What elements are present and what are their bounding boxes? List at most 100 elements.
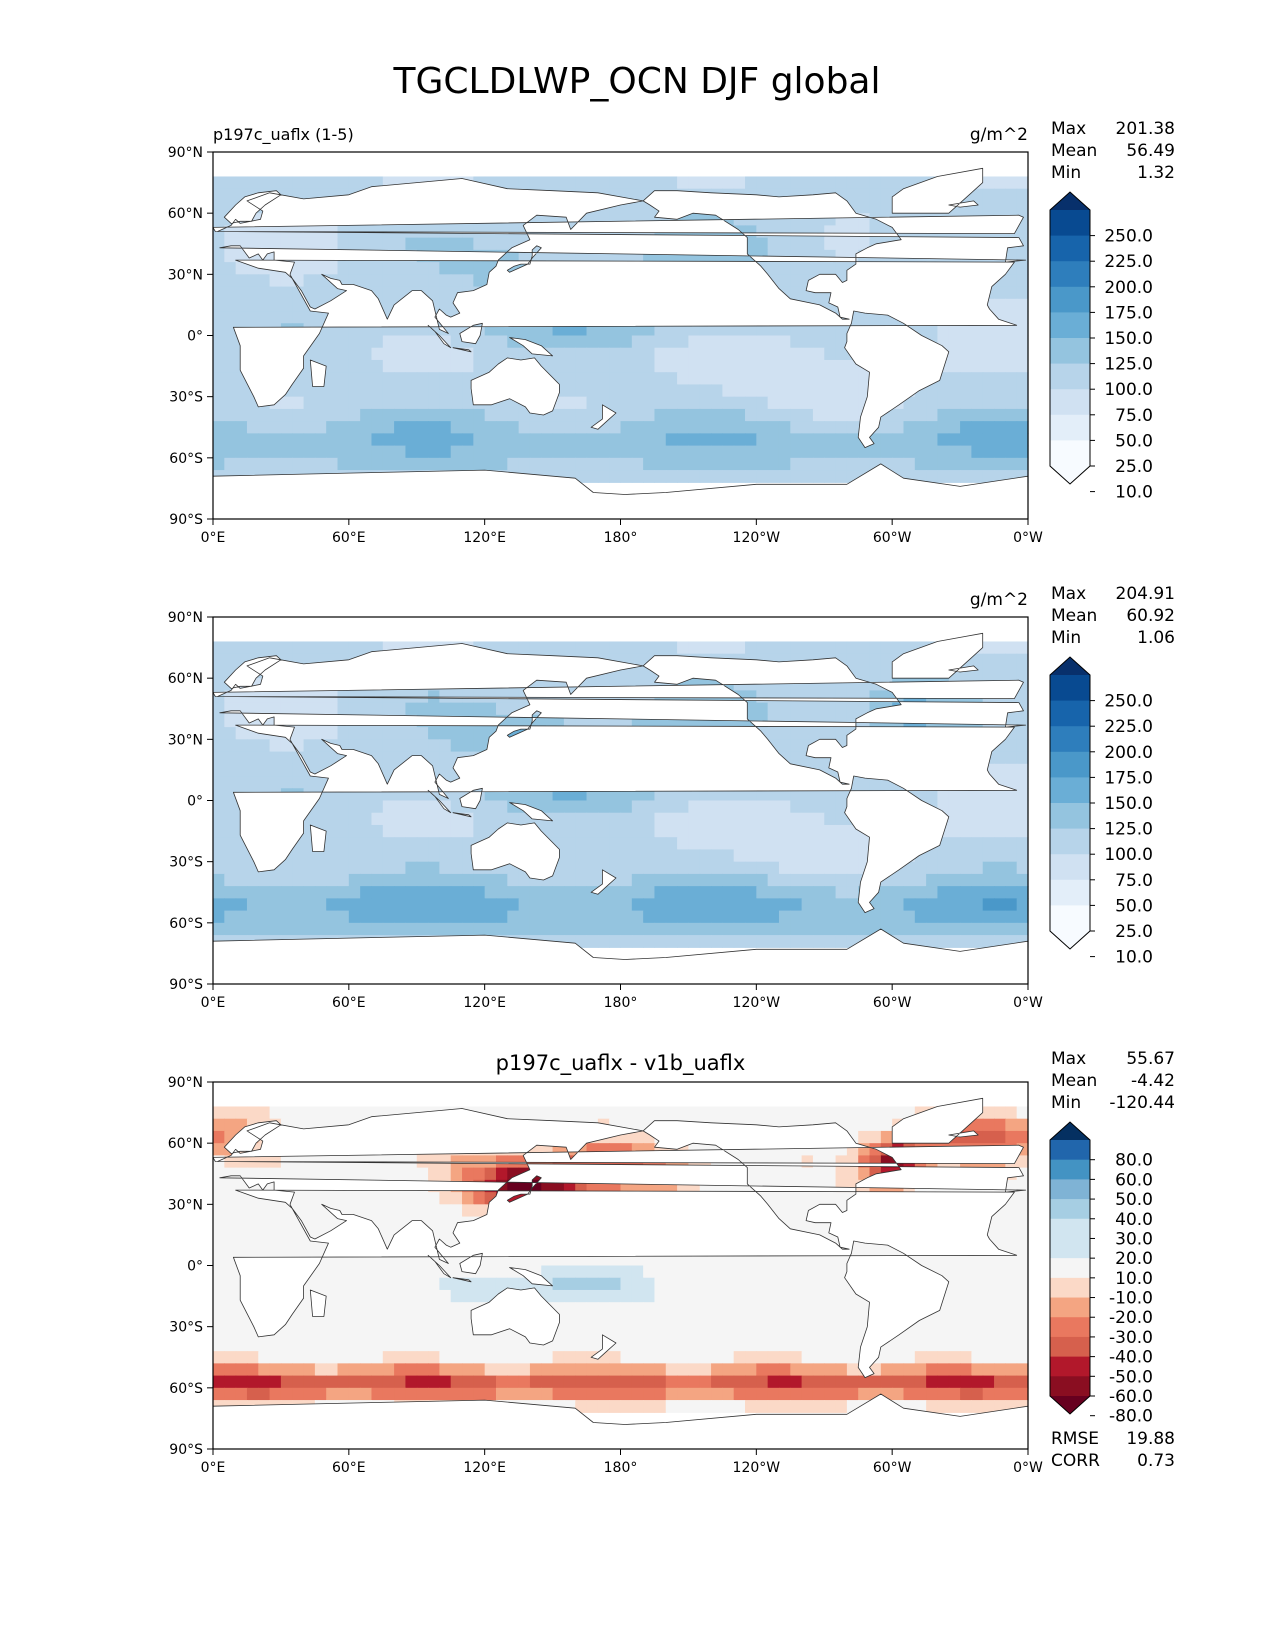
field-cell [745,421,757,434]
field-cell [722,1277,735,1291]
field-cell [416,1204,429,1218]
field-cell [665,433,678,447]
field-cell [563,1179,576,1193]
field-cell [348,1192,361,1205]
field-cell [269,739,282,753]
field-cell [937,433,950,447]
field-cell [688,347,701,361]
field-cell [914,886,927,899]
field-cell [246,702,259,716]
field-cell [733,445,746,459]
field-cell [778,751,791,765]
field-cell [767,935,780,948]
field-cell [824,922,837,936]
field-cell [439,298,452,312]
field-cell [960,935,972,948]
field-cell [405,1167,418,1181]
field-cell [563,384,576,398]
field-cell [665,457,678,471]
field-cell [394,873,407,887]
field-cell [473,1167,486,1181]
field-cell [575,898,588,912]
field-cell [292,311,305,324]
field-cell [960,1302,972,1316]
field-cell [303,1277,316,1291]
field-cell [994,739,1006,753]
field-cell [711,922,723,936]
field-cell [597,788,610,802]
field-cell [495,396,508,410]
field-cell [631,1265,644,1279]
field-cell [394,788,407,802]
field-cell [620,1265,633,1279]
field-cell [597,714,610,728]
field-cell [473,445,486,459]
field-cell [326,1265,339,1279]
field-cell [462,384,474,398]
field-cell [778,457,791,471]
field-cell [994,335,1006,349]
colorbar-segment [1050,235,1090,262]
field-cell [280,408,293,422]
field-cell [235,1167,248,1181]
field-cell [360,323,373,337]
field-cell [767,323,780,337]
field-cell [586,408,599,422]
field-cell [416,886,429,899]
field-cell [597,1143,610,1156]
field-cell [224,1228,237,1242]
field-cell [756,457,769,471]
field-cell [892,176,905,190]
colorbar-segment [1050,440,1090,467]
field-cell [337,323,350,337]
field-cell [620,433,633,447]
field-cell [722,372,735,386]
field-cell [303,262,316,275]
field-cell [643,445,656,459]
field-cell [224,665,237,679]
field-cell [722,788,735,802]
field-cell [394,1216,407,1230]
field-cell [552,372,565,386]
field-cell [597,922,610,936]
field-cell [812,347,825,361]
field-cell [620,347,633,361]
field-cell [733,421,746,434]
field-cell [280,1216,293,1230]
field-cell [235,1106,248,1120]
field-cell [971,396,984,410]
field-cell [507,922,520,936]
field-cell [812,457,825,471]
field-cell [450,788,463,802]
field-cell [846,1179,859,1193]
field-cell [382,1277,395,1291]
field-cell [869,433,882,447]
field-cell [858,311,871,324]
field-cell [665,922,678,936]
field-cell [552,323,565,337]
field-cell [258,922,271,936]
field-cell [643,1253,656,1267]
field-cell [450,751,463,765]
field-cell [371,237,384,251]
field-cell [484,176,497,190]
field-cell [269,1228,282,1242]
field-cell [235,886,248,899]
field-cell [767,433,780,447]
field-cell [360,1253,373,1267]
field-cell [563,898,576,912]
field-cell [937,445,950,459]
field-cell [428,286,440,300]
field-cell [846,886,859,899]
field-cell [507,1155,520,1169]
field-cell [937,800,950,814]
field-cell [450,727,463,740]
field-cell [778,690,791,704]
field-cell [394,384,407,398]
field-cell [812,249,825,263]
colorbar-tick-label: 200.0 [1104,278,1153,298]
field-cell [235,262,248,275]
field-cell [360,1289,373,1303]
field-cell [450,1302,463,1316]
field-cell [688,445,701,459]
